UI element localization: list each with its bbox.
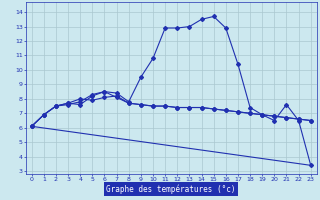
X-axis label: Graphe des températures (°c): Graphe des températures (°c) <box>107 185 236 194</box>
